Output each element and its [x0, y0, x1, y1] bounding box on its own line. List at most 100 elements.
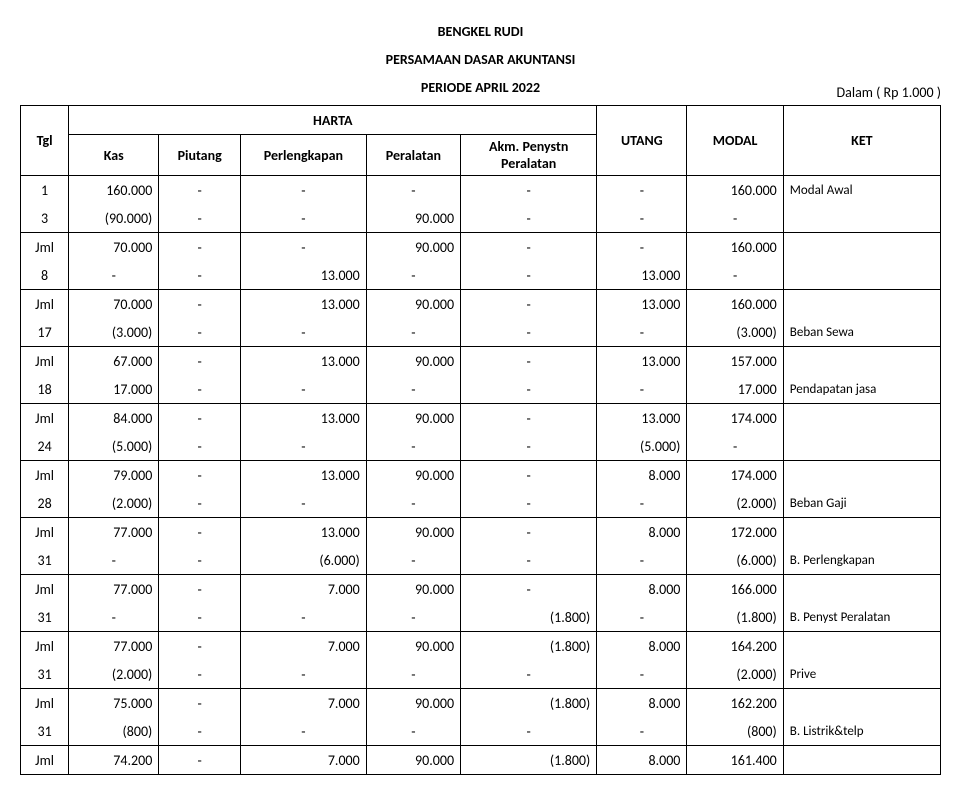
cell-perlengkapan: - [241, 204, 367, 233]
cell-modal: 164.200 [687, 632, 783, 661]
cell-tgl: Jml [21, 233, 69, 262]
cell-utang: 13.000 [597, 290, 687, 319]
cell-peralatan: 90.000 [366, 689, 460, 718]
cell-akm: - [461, 375, 597, 404]
cell-peralatan: 90.000 [366, 746, 460, 775]
cell-perlengkapan: 13.000 [241, 518, 367, 547]
cell-utang: 13.000 [597, 404, 687, 433]
cell-peralatan: 90.000 [366, 290, 460, 319]
cell-kas: 70.000 [69, 290, 159, 319]
cell-kas: 17.000 [69, 375, 159, 404]
cell-ket [783, 575, 940, 604]
cell-peralatan: - [366, 261, 460, 290]
cell-piutang: - [159, 746, 241, 775]
cell-piutang: - [159, 404, 241, 433]
cell-utang: 13.000 [597, 347, 687, 376]
cell-utang: - [597, 546, 687, 575]
cell-perlengkapan: 7.000 [241, 746, 367, 775]
cell-kas: (2.000) [69, 660, 159, 689]
cell-utang: 8.000 [597, 746, 687, 775]
cell-ket [783, 746, 940, 775]
cell-modal: 172.000 [687, 518, 783, 547]
cell-piutang: - [159, 347, 241, 376]
table-row: 3(90.000)--90.000--- [21, 204, 941, 233]
col-ket: KET [783, 106, 940, 176]
cell-akm: (1.800) [461, 632, 597, 661]
cell-kas: 160.000 [69, 176, 159, 205]
cell-perlengkapan: - [241, 318, 367, 347]
table-row: Jml67.000-13.00090.000-13.000157.000 [21, 347, 941, 376]
cell-ket [783, 432, 940, 461]
cell-ket [783, 518, 940, 547]
cell-modal: (2.000) [687, 660, 783, 689]
cell-ket: B. Penyst Peralatan [783, 603, 940, 632]
cell-tgl: Jml [21, 461, 69, 490]
cell-peralatan: 90.000 [366, 347, 460, 376]
cell-perlengkapan: - [241, 660, 367, 689]
cell-perlengkapan: 7.000 [241, 575, 367, 604]
table-row: Jml77.000-7.00090.000(1.800)8.000164.200 [21, 632, 941, 661]
cell-tgl: 18 [21, 375, 69, 404]
cell-tgl: Jml [21, 290, 69, 319]
cell-perlengkapan: - [241, 489, 367, 518]
cell-akm: (1.800) [461, 689, 597, 718]
table-row: Jml70.000-13.00090.000-13.000160.000 [21, 290, 941, 319]
table-row: 31--(6.000)---(6.000)B. Perlengkapan [21, 546, 941, 575]
cell-piutang: - [159, 261, 241, 290]
cell-kas: 67.000 [69, 347, 159, 376]
cell-kas: - [69, 546, 159, 575]
table-row: 17(3.000)-----(3.000)Beban Sewa [21, 318, 941, 347]
cell-tgl: 1 [21, 176, 69, 205]
col-akm: Akm. Penystn Peralatan [461, 135, 597, 176]
cell-utang: - [597, 318, 687, 347]
cell-kas: 70.000 [69, 233, 159, 262]
cell-akm: - [461, 546, 597, 575]
cell-modal: (6.000) [687, 546, 783, 575]
table-row: 1817.000-----17.000Pendapatan jasa [21, 375, 941, 404]
cell-tgl: 31 [21, 717, 69, 746]
cell-kas: (2.000) [69, 489, 159, 518]
cell-tgl: 28 [21, 489, 69, 518]
col-piutang: Piutang [159, 135, 241, 176]
table-body: 1160.000-----160.000Modal Awal3(90.000)-… [21, 176, 941, 775]
col-kas: Kas [69, 135, 159, 176]
cell-peralatan: - [366, 717, 460, 746]
cell-kas: (5.000) [69, 432, 159, 461]
cell-akm: (1.800) [461, 603, 597, 632]
table-row: Jml79.000-13.00090.000-8.000174.000 [21, 461, 941, 490]
cell-modal: 160.000 [687, 176, 783, 205]
cell-piutang: - [159, 461, 241, 490]
cell-peralatan: - [366, 546, 460, 575]
cell-perlengkapan: - [241, 176, 367, 205]
cell-modal: 161.400 [687, 746, 783, 775]
cell-tgl: 31 [21, 603, 69, 632]
cell-akm: - [461, 461, 597, 490]
cell-akm: - [461, 176, 597, 205]
table-row: Jml74.200-7.00090.000(1.800)8.000161.400 [21, 746, 941, 775]
cell-ket: Pendapatan jasa [783, 375, 940, 404]
cell-kas: (800) [69, 717, 159, 746]
cell-ket: B. Perlengkapan [783, 546, 940, 575]
cell-modal: 162.200 [687, 689, 783, 718]
cell-modal: - [687, 261, 783, 290]
table-row: Jml84.000-13.00090.000-13.000174.000 [21, 404, 941, 433]
cell-perlengkapan: 13.000 [241, 261, 367, 290]
cell-peralatan: - [366, 489, 460, 518]
cell-piutang: - [159, 518, 241, 547]
cell-tgl: 17 [21, 318, 69, 347]
cell-piutang: - [159, 176, 241, 205]
cell-utang: 13.000 [597, 261, 687, 290]
cell-akm: - [461, 717, 597, 746]
table-row: 8--13.000--13.000- [21, 261, 941, 290]
cell-piutang: - [159, 660, 241, 689]
cell-utang: - [597, 233, 687, 262]
table-row: Jml77.000-13.00090.000-8.000172.000 [21, 518, 941, 547]
cell-piutang: - [159, 318, 241, 347]
cell-modal: 17.000 [687, 375, 783, 404]
cell-akm: - [461, 261, 597, 290]
cell-ket [783, 290, 940, 319]
cell-kas: 77.000 [69, 575, 159, 604]
cell-utang: 8.000 [597, 689, 687, 718]
cell-peralatan: - [366, 660, 460, 689]
cell-tgl: Jml [21, 518, 69, 547]
